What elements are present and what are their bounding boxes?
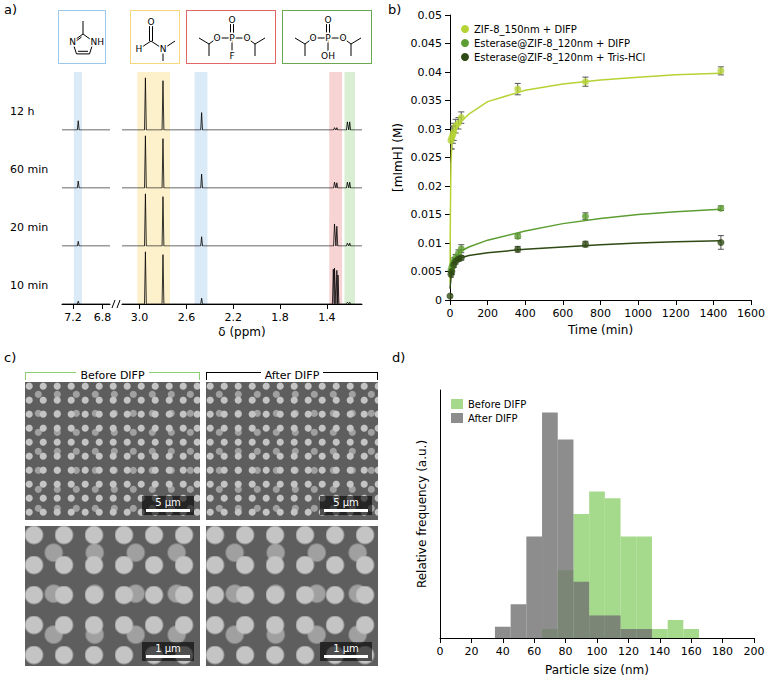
svg-text:Esterase@ZIF-8_120nm + Tris-HC: Esterase@ZIF-8_120nm + Tris-HCl [474, 52, 645, 64]
svg-text:1.4: 1.4 [318, 311, 336, 324]
svg-text:60 min: 60 min [10, 163, 48, 176]
svg-text:200: 200 [477, 307, 498, 320]
svg-text:10 min: 10 min [10, 279, 48, 292]
html-text:1 µm: 1 µm [155, 643, 181, 654]
svg-text:0.01: 0.01 [418, 237, 443, 250]
svg-text:1000: 1000 [624, 307, 652, 320]
svg-text:ZIF-8_150nm + DIFP: ZIF-8_150nm + DIFP [474, 24, 577, 36]
svg-text:800: 800 [590, 307, 611, 320]
svg-text:0.05: 0.05 [418, 9, 443, 22]
svg-text:180: 180 [712, 645, 733, 658]
svg-text:120: 120 [618, 645, 639, 658]
svg-text:F: F [229, 51, 234, 61]
svg-text:160: 160 [681, 645, 702, 658]
svg-text:1200: 1200 [662, 307, 690, 320]
svg-text:O: O [213, 33, 220, 43]
svg-text:40: 40 [496, 645, 510, 658]
html-text:d): d) [392, 350, 406, 365]
svg-text:2.6: 2.6 [178, 311, 196, 324]
svg-text:Before DIFP: Before DIFP [468, 399, 526, 410]
svg-text:0.025: 0.025 [411, 151, 443, 164]
svg-text:O: O [228, 15, 235, 25]
svg-text:P: P [325, 33, 331, 43]
svg-text:0.03: 0.03 [418, 123, 443, 136]
svg-text:NH: NH [91, 37, 105, 47]
svg-text:7.2: 7.2 [64, 311, 82, 324]
svg-text:100: 100 [587, 645, 608, 658]
svg-text:0.035: 0.035 [411, 94, 443, 107]
svg-text:0: 0 [435, 294, 442, 307]
html-text:b): b) [388, 2, 402, 17]
html-text:1 µm: 1 µm [333, 643, 359, 654]
html-text:a): a) [4, 2, 17, 17]
svg-text:P: P [229, 33, 235, 43]
svg-text:0.005: 0.005 [411, 265, 443, 278]
svg-text:1600: 1600 [737, 307, 765, 320]
svg-text:Time (min): Time (min) [567, 323, 633, 337]
svg-text:O: O [243, 33, 250, 43]
html-text:c): c) [4, 350, 17, 365]
svg-text:O: O [339, 33, 346, 43]
svg-text:O: O [324, 15, 331, 25]
svg-text:20 min: 20 min [10, 221, 48, 234]
svg-text:Esterase@ZIF-8_120nm + DIFP: Esterase@ZIF-8_120nm + DIFP [474, 38, 630, 50]
html-text:5 µm: 5 µm [155, 497, 181, 508]
html-text:5 µm: 5 µm [333, 497, 359, 508]
svg-text:3.0: 3.0 [131, 311, 149, 324]
svg-text:140: 140 [649, 645, 670, 658]
svg-text:400: 400 [515, 307, 536, 320]
svg-text:Relative frequency (a.u.): Relative frequency (a.u.) [415, 440, 429, 588]
svg-text:0: 0 [437, 645, 444, 658]
svg-text:0.04: 0.04 [418, 66, 443, 79]
svg-text:Particle size (nm): Particle size (nm) [545, 663, 649, 677]
svg-text:0.045: 0.045 [411, 37, 443, 50]
svg-text:OH: OH [321, 51, 335, 61]
html-text:After DIFP: After DIFP [264, 369, 320, 382]
svg-text:1400: 1400 [699, 307, 727, 320]
svg-text:600: 600 [552, 307, 573, 320]
svg-text:δ (ppm): δ (ppm) [218, 325, 265, 339]
svg-text:1.8: 1.8 [271, 311, 289, 324]
svg-text:80: 80 [559, 645, 573, 658]
svg-text:N: N [69, 37, 76, 47]
svg-text:20: 20 [464, 645, 478, 658]
svg-text:O: O [147, 17, 154, 27]
svg-text:N: N [160, 44, 167, 54]
svg-text:O: O [309, 33, 316, 43]
svg-text:12 h: 12 h [10, 105, 34, 118]
svg-text:60: 60 [527, 645, 541, 658]
svg-text:0: 0 [447, 307, 454, 320]
html-text:Before DIFP: Before DIFP [80, 369, 145, 382]
svg-text:H: H [136, 44, 143, 54]
svg-text:After DIFP: After DIFP [468, 413, 518, 424]
svg-text:0.02: 0.02 [418, 180, 443, 193]
svg-text:2.2: 2.2 [224, 311, 242, 324]
svg-text:6.8: 6.8 [94, 311, 112, 324]
svg-text:200: 200 [744, 645, 765, 658]
svg-text:[mImH] (M): [mImH] (M) [391, 123, 405, 192]
svg-text:0.015: 0.015 [411, 208, 443, 221]
